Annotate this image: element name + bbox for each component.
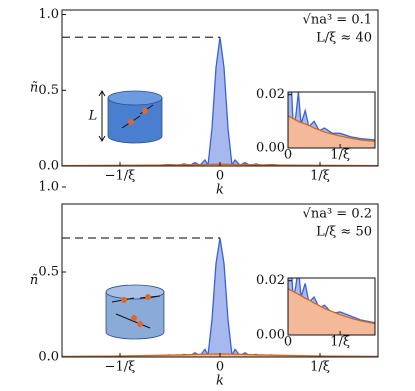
axes-frame <box>287 277 376 336</box>
plot-area <box>288 278 375 335</box>
y-tick-label: 0.02 <box>256 273 285 288</box>
area-fill <box>62 37 378 166</box>
illustration-label: L <box>88 109 98 124</box>
y-tick-label: 0.0 <box>38 159 59 174</box>
x-axis-label: k <box>216 374 224 389</box>
area-fill <box>288 116 375 148</box>
annotation: L/ξ ≈ 50 <box>316 225 372 240</box>
illustration-cylinder <box>105 284 165 340</box>
x-tick-label: 1/ξ <box>330 148 350 163</box>
area-fill <box>62 238 378 357</box>
curve <box>288 115 375 142</box>
y-tick-label: 0.00 <box>256 141 285 156</box>
y-tick-label: 0.00 <box>256 328 285 343</box>
x-axis-label: k <box>216 183 224 198</box>
x-tick-label: 1/ξ <box>330 335 350 350</box>
annotation: L/ξ ≈ 40 <box>316 31 372 46</box>
annotation: √na³ = 0.1 <box>303 13 372 28</box>
y-axis-label: ñ <box>30 273 38 288</box>
x-tick-label: 1/ξ <box>310 360 330 375</box>
illustration-cylinder <box>98 90 163 144</box>
x-tick-label: −1/ξ <box>105 169 136 184</box>
x-tick-label: 0 <box>216 169 224 184</box>
y-tick-label: 0.02 <box>256 87 285 102</box>
axes-frame <box>287 91 376 149</box>
y-axis-label: ñ <box>30 81 38 96</box>
y-tick-label: 0.5 <box>38 83 59 98</box>
y-tick-label: 0.0 <box>38 350 59 365</box>
x-tick-label: 0 <box>284 148 292 163</box>
x-tick-label: −1/ξ <box>105 360 136 375</box>
y-tick-label: 1.0 <box>38 7 59 22</box>
x-tick-label: 1/ξ <box>310 169 330 184</box>
x-tick-label: 0 <box>284 335 292 350</box>
y-tick-label: 0.5 <box>38 265 59 280</box>
plot-area <box>288 92 375 148</box>
annotation: √na³ = 0.2 <box>303 207 372 222</box>
y-tick-label: 1.0 <box>38 180 59 195</box>
x-tick-label: 0 <box>216 360 224 375</box>
curve <box>288 288 375 325</box>
